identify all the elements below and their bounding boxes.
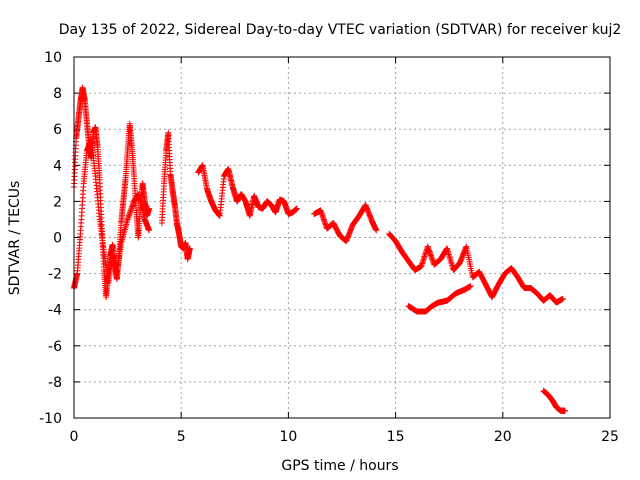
y-axis-label: SDTVAR / TECUs [7,181,23,296]
x-tick-label: 15 [387,429,405,445]
plot-frame [73,56,611,419]
chart-title: Day 135 of 2022, Sidereal Day-to-day VTE… [59,22,622,38]
data-point [293,205,300,212]
y-tick-label: 0 [53,231,62,247]
y-tick-label: -10 [39,411,62,427]
data-points [71,84,568,414]
x-tick-label: 25 [601,429,619,445]
y-tick-label: -4 [48,303,62,319]
data-point [373,227,380,234]
y-tick-label: 6 [53,122,62,138]
data-point [186,245,193,252]
y-tick-label: 4 [53,158,62,174]
y-tick-label: 2 [53,194,62,210]
data-point [467,283,474,290]
data-point [146,227,153,234]
data-point [559,295,566,302]
grid-lines [74,57,610,418]
data-point [146,205,153,212]
x-axis-label: GPS time / hours [281,458,398,474]
data-point [561,407,568,414]
x-tick-label: 0 [70,429,79,445]
x-tick-label: 20 [494,429,512,445]
axis-ticks: 0 5 10 15 20 25 -10 -8 -6 -4 -2 0 2 4 6 8 10 [39,50,619,445]
y-tick-label: -2 [48,267,62,283]
x-tick-label: 10 [279,429,297,445]
y-tick-label: -6 [48,339,62,355]
y-tick-label: -8 [48,375,62,391]
y-tick-label: 10 [44,50,62,66]
x-tick-label: 5 [177,429,186,445]
y-tick-label: 8 [53,86,62,102]
